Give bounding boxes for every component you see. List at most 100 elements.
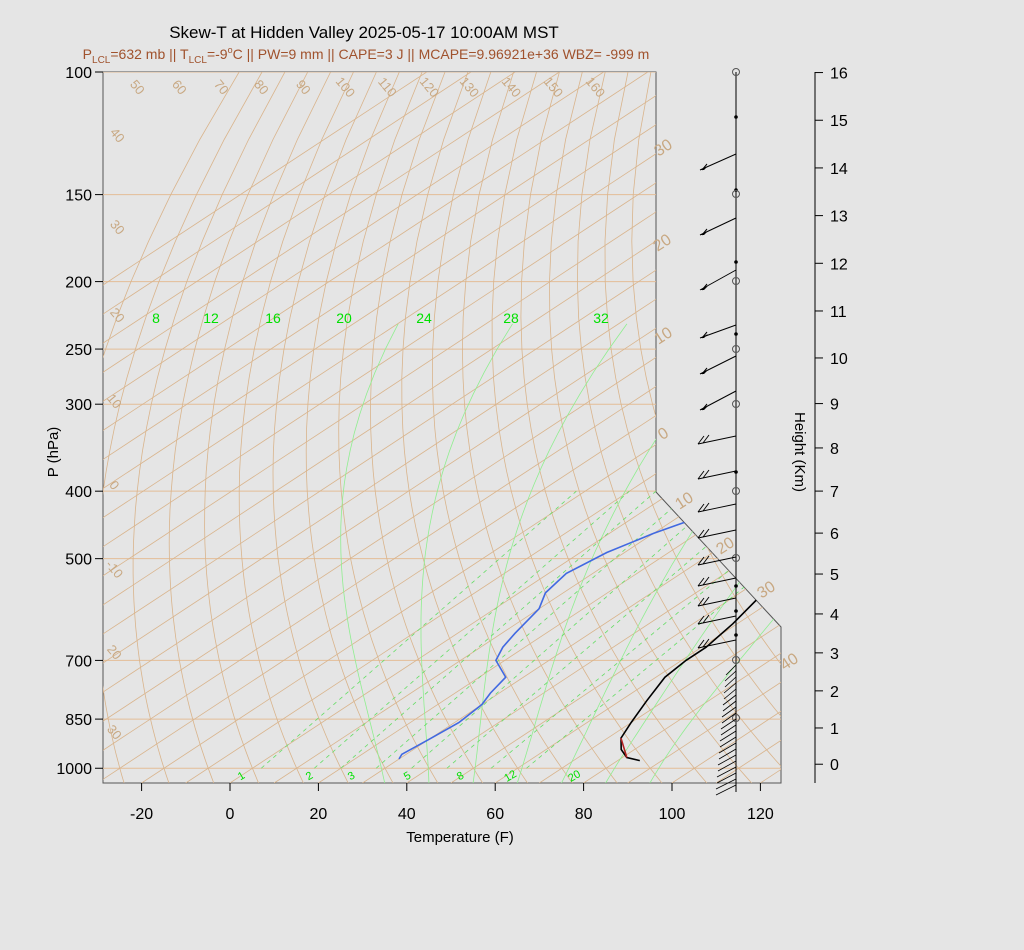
wind-barb [697, 470, 737, 480]
mixing-ratio-line [261, 490, 577, 769]
wind-barb-feather [701, 403, 708, 411]
wind-barb-feather [702, 614, 710, 624]
isotherm-line [103, 72, 781, 783]
isotherm-label: 80 [251, 77, 272, 98]
wind-barb-feather [702, 555, 710, 565]
wind-barb [699, 269, 737, 291]
isotherm-label: 10 [104, 391, 125, 412]
level-marker [734, 584, 738, 588]
p-tick-label: 300 [65, 397, 92, 414]
wind-barb-feather [697, 529, 705, 539]
x-tick-label: 60 [486, 806, 504, 823]
isotherm-label: 10 [672, 489, 696, 513]
isotherm-line [103, 72, 781, 783]
height-tick-label: 4 [830, 607, 839, 624]
x-tick-label: -20 [130, 806, 153, 823]
isotherm-line [583, 72, 781, 783]
height-tick-label: 1 [830, 721, 839, 738]
x-tick-label: 100 [659, 806, 686, 823]
height-tick-label: 14 [830, 161, 848, 178]
isotherm-label: 50 [127, 77, 148, 98]
wind-barb [718, 748, 737, 760]
dry-adiabat [631, 72, 781, 783]
level-marker [734, 260, 738, 264]
dry-adiabat [238, 72, 354, 783]
wind-barb [717, 760, 737, 772]
isotherm-label: 60 [169, 77, 190, 98]
wind-barb [697, 615, 737, 625]
height-tick-label: 12 [830, 256, 848, 273]
level-marker [734, 115, 738, 119]
height-tick-label: 6 [830, 526, 839, 543]
wind-barb-feather [701, 283, 708, 291]
wind-barb-feather [701, 367, 708, 375]
dry-adiabat [709, 72, 781, 783]
isotherm-label: 120 [417, 74, 442, 100]
dry-adiabat [168, 72, 309, 783]
wind-barb-feather [702, 502, 710, 512]
height-tick-label: 16 [830, 66, 848, 83]
level-marker [732, 656, 740, 664]
dry-adiabat [272, 72, 377, 783]
x-tick-label: 80 [575, 806, 593, 823]
wind-barb [716, 772, 737, 784]
chart-axes: -20 0 20 40 60 80 100 1201001502002503004005007… [56, 65, 847, 823]
p-tick-label: 100 [65, 65, 92, 82]
level-marker [734, 609, 738, 613]
isotherm-line [937, 72, 1024, 783]
wind-barb-feather [697, 556, 705, 566]
level-marker [732, 68, 740, 76]
wind-barb [720, 718, 737, 730]
wind-barb [717, 754, 737, 766]
isotherm-line [103, 72, 781, 783]
mixing-ratio-label: 20 [336, 310, 352, 326]
height-tick-label: 9 [830, 397, 839, 414]
wind-barb [724, 676, 737, 688]
isotherm-line [318, 72, 781, 783]
wind-barb-feather [702, 528, 710, 538]
mixing-ratio-label: 1 [236, 770, 247, 783]
wind-barb-feather [697, 577, 705, 587]
dry-adiabat [204, 72, 331, 783]
wind-barbs [697, 68, 740, 796]
mixing-ratio-label: 2 [304, 770, 315, 783]
moist-adiabat [516, 323, 742, 783]
sounding-curves [398, 72, 781, 762]
wind-barb-feather [701, 163, 708, 171]
isotherm-label: 0 [106, 478, 122, 493]
wind-barb [721, 712, 737, 724]
wind-barb-feather [702, 638, 710, 648]
mixing-ratio-label: 28 [503, 310, 519, 326]
isotherm-line [103, 72, 560, 783]
isotherm-label: 70 [211, 77, 232, 98]
wind-barb [697, 597, 737, 607]
dry-adiabat [338, 72, 439, 783]
isotherm-line [362, 72, 781, 783]
isotherm-label: 0 [655, 425, 672, 444]
wind-barb-feather [702, 469, 710, 479]
isotherm-line [103, 72, 648, 783]
x-axis-label: Temperature (F) [406, 829, 514, 846]
mixing-ratio-label: 12 [502, 768, 519, 785]
wind-barb [699, 390, 737, 411]
height-tick-label: 5 [830, 567, 839, 584]
dry-adiabat [735, 72, 781, 783]
level-marker [732, 487, 740, 495]
dry-adiabat [520, 72, 708, 783]
parcel-trace [620, 737, 628, 758]
wind-barb [725, 664, 737, 676]
isotherm-line [539, 72, 781, 783]
chart-title: Skew-T at Hidden Valley 2025-05-17 10:00… [169, 23, 559, 42]
isotherm-label: 110 [375, 74, 400, 100]
isotherm-line [103, 72, 472, 783]
height-tick-label: 8 [830, 441, 839, 458]
mixing-ratio-label: 20 [566, 768, 583, 785]
isotherm-label: 30 [754, 578, 778, 602]
dry-adiabat [576, 72, 781, 783]
dry-adiabat [305, 72, 400, 783]
height-tick-label: 0 [830, 757, 839, 774]
moist-adiabat [649, 323, 781, 783]
x-tick-label: 120 [747, 806, 774, 823]
wind-barb [719, 730, 737, 742]
p-tick-label: 850 [65, 712, 92, 729]
